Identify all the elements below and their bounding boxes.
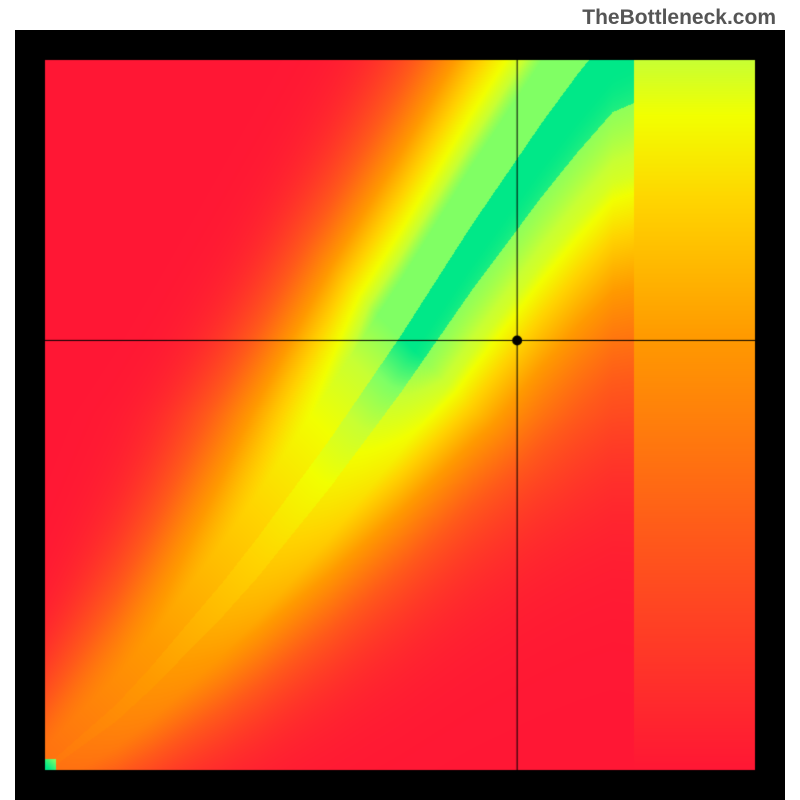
- chart-frame: [15, 30, 785, 800]
- attribution-text: TheBottleneck.com: [582, 6, 776, 30]
- bottleneck-heatmap: [15, 30, 785, 800]
